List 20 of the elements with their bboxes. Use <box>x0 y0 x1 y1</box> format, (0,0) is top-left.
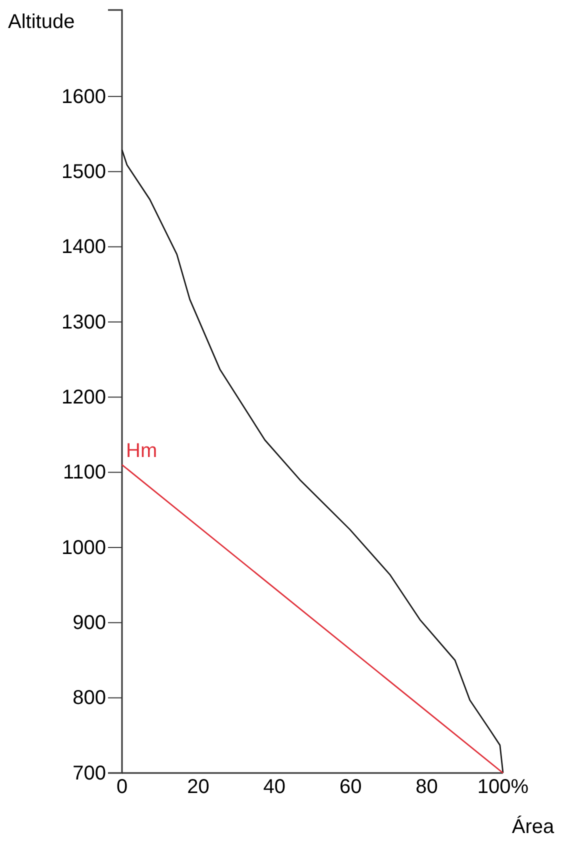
x-tick-label: 40 <box>263 776 286 798</box>
y-tick-label: 900 <box>72 612 106 634</box>
y-axis-title: Altitude <box>8 11 75 33</box>
x-tick-label: 60 <box>339 776 362 798</box>
y-tick-label: 700 <box>72 762 106 784</box>
y-tick-label: 1400 <box>62 236 106 258</box>
y-tick-label: 1500 <box>62 161 106 184</box>
y-tick-label: 1000 <box>62 536 106 559</box>
annotation: Hm <box>126 440 158 462</box>
x-axis-title: Área <box>512 815 555 838</box>
x-tick-label: 100% <box>477 776 529 798</box>
x-tick-label: 80 <box>416 776 438 798</box>
y-tick-label: 1300 <box>62 311 106 334</box>
y-tick-label: 1600 <box>62 86 106 108</box>
y-tick-label: 800 <box>72 687 106 710</box>
x-tick-label: 20 <box>187 776 210 798</box>
line-series <box>121 149 504 774</box>
y-tick-label: 1200 <box>62 386 106 409</box>
x-tick-label: 0 <box>116 776 128 798</box>
y-tick-label: 1100 <box>62 462 106 484</box>
